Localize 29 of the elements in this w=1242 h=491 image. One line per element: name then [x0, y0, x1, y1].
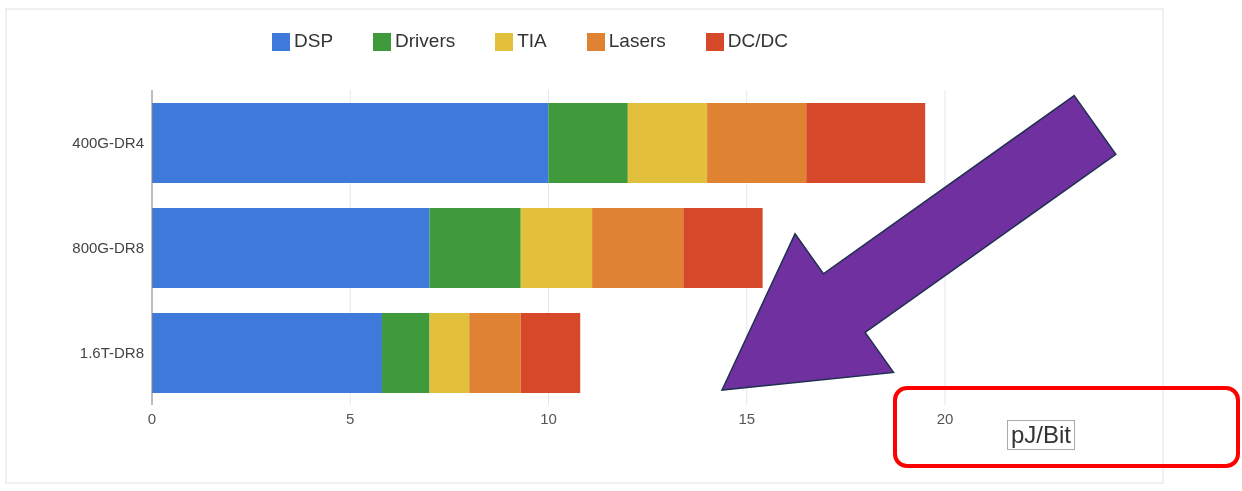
bar	[520, 208, 593, 288]
bar	[548, 103, 628, 183]
legend-label: TIA	[517, 30, 547, 51]
legend-label: Drivers	[395, 30, 456, 51]
bar	[381, 313, 430, 393]
bar	[469, 313, 521, 393]
bar	[592, 208, 684, 288]
bar	[152, 208, 430, 288]
x-tick-label: 20	[936, 409, 954, 427]
bar	[520, 313, 581, 393]
x-axis-title: pJ/Bit	[1007, 420, 1076, 450]
y-tick-label: 400G-DR4	[72, 133, 144, 151]
x-tick-label: 10	[540, 409, 557, 427]
x-tick-label: 0	[147, 409, 157, 427]
legend-label: DC/DC	[727, 30, 788, 51]
legend-label: Lasers	[608, 30, 666, 51]
bar	[429, 313, 470, 393]
bar	[627, 103, 708, 183]
bar	[806, 103, 926, 183]
bar	[707, 103, 807, 183]
bar	[429, 208, 521, 288]
bar	[152, 103, 549, 183]
x-tick-label: 15	[738, 409, 756, 427]
y-tick-label: 800G-DR8	[72, 238, 144, 256]
bar	[683, 208, 763, 288]
x-tick-label: 5	[346, 409, 355, 427]
bar	[152, 313, 382, 393]
legend-label: DSP	[293, 30, 334, 51]
y-tick-label: 1.6T-DR8	[79, 343, 144, 361]
